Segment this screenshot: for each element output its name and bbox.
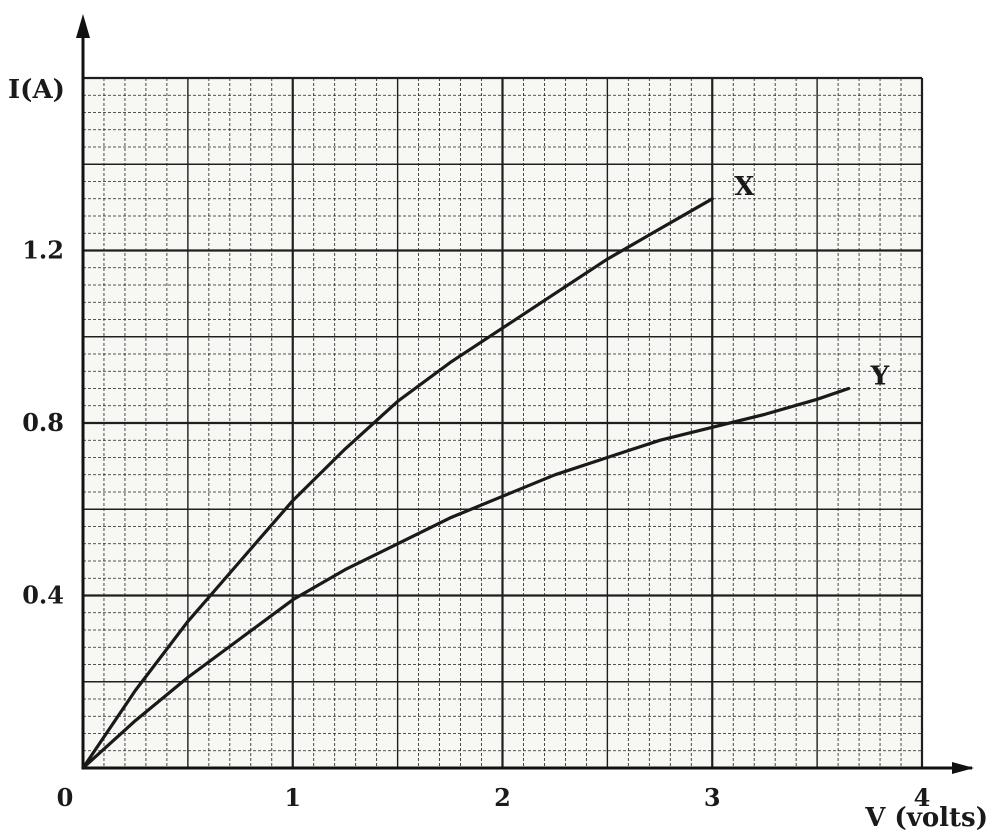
chart-labels: 0 1 2 3 4 0.4 0.8 1.2 I(A) V (volts) X Y [8, 75, 988, 833]
x-tick-label: 3 [704, 783, 721, 812]
y-axis-title: I(A) [8, 75, 65, 105]
grid [81, 76, 924, 770]
x-axis-arrow [952, 762, 974, 774]
axes [76, 14, 974, 774]
series-line-y [81, 386, 851, 770]
x-tick-label: 4 [914, 783, 931, 812]
y-tick-label: 0.8 [22, 408, 64, 437]
x-tick-label: 1 [284, 783, 301, 812]
series-line-x [81, 197, 714, 770]
x-axis-title: V (volts) [864, 803, 988, 833]
y-tick-label: 1.2 [22, 236, 64, 265]
series-lines [81, 197, 851, 770]
x-tick-label: 0 [57, 783, 74, 812]
x-tick-label: 2 [494, 783, 511, 812]
series-label-x: X [734, 172, 755, 202]
y-axis-arrow [76, 14, 90, 38]
series-label-y: Y [870, 362, 890, 392]
y-tick-label: 0.4 [22, 581, 64, 610]
